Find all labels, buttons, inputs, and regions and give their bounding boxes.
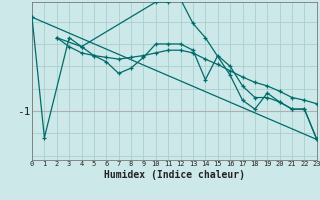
X-axis label: Humidex (Indice chaleur): Humidex (Indice chaleur) <box>104 170 245 180</box>
